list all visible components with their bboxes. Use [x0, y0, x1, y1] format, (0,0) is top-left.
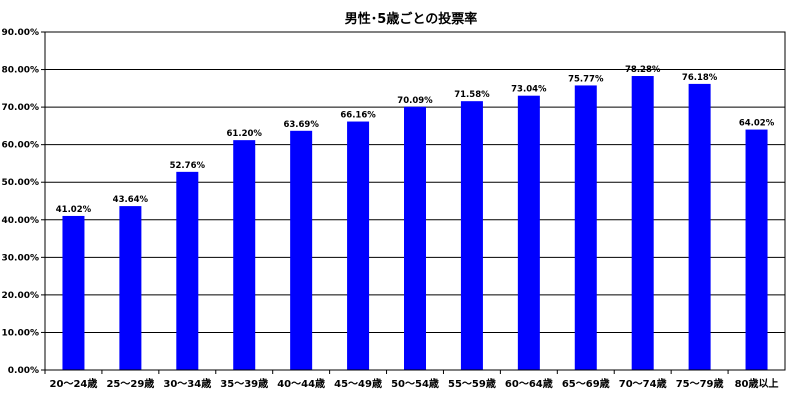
- bar: [574, 85, 597, 370]
- data-labels: 41.02% 43.64% 52.76% 61.20% 63.69% 66.16% 70.0…: [56, 65, 775, 215]
- y-tick-label: 10.00%: [2, 328, 40, 338]
- data-label: 43.64%: [113, 195, 149, 205]
- x-tick-label: 25～29歳: [106, 377, 154, 390]
- x-tick-label: 45～49歳: [334, 377, 382, 390]
- bar: [745, 129, 768, 370]
- data-label: 71.58%: [454, 90, 490, 100]
- plot-area-border: [44, 31, 786, 371]
- x-tick-label: 75～79歳: [676, 377, 724, 390]
- x-tick-label: 20～24歳: [50, 377, 98, 390]
- bar: [347, 121, 370, 371]
- data-label: 66.16%: [340, 111, 376, 121]
- data-label: 61.20%: [227, 129, 263, 139]
- data-label: 75.77%: [568, 74, 604, 84]
- bar: [404, 106, 426, 371]
- x-tick-label: 55～59歳: [448, 377, 496, 390]
- y-tick-label: 80.00%: [2, 66, 40, 76]
- y-tick-label: 20.00%: [2, 291, 40, 301]
- data-label: 76.18%: [682, 73, 718, 83]
- data-label: 78.28%: [625, 65, 661, 75]
- y-tick-label: 0.00%: [8, 366, 39, 376]
- data-label: 73.04%: [511, 85, 547, 95]
- data-label: 52.76%: [170, 161, 206, 171]
- y-axis-ticks: 0.00% 10.00% 20.00% 30.00% 40.00% 50.00% 60.00…: [2, 28, 40, 376]
- x-tick-label: 50～54歳: [391, 377, 439, 390]
- bars: [62, 76, 768, 371]
- data-label: 41.02%: [56, 205, 92, 215]
- x-tick-label: 30～34歳: [163, 377, 211, 390]
- bar: [119, 206, 142, 370]
- y-tick-label: 50.00%: [2, 178, 40, 188]
- y-tick-label: 70.00%: [2, 103, 40, 113]
- bar: [688, 83, 711, 370]
- x-tick-label: 80歳以上: [735, 377, 779, 390]
- bar: [631, 76, 654, 371]
- data-label: 64.02%: [739, 119, 775, 129]
- x-tick-label: 65～69歳: [562, 377, 610, 390]
- y-tick-label: 40.00%: [2, 216, 40, 226]
- y-tick-label: 30.00%: [2, 253, 40, 263]
- bar: [233, 140, 256, 370]
- x-tick-label: 60～64歳: [505, 377, 553, 390]
- x-tick-label: 40～44歳: [277, 377, 325, 390]
- bar: [176, 171, 199, 370]
- data-label: 63.69%: [283, 120, 319, 130]
- y-tick-label: 60.00%: [2, 141, 40, 151]
- y-tick-label: 90.00%: [2, 28, 40, 38]
- x-axis-ticks: 20～24歳 25～29歳 30～34歳 35～39歳 40～44歳 45～49歳 50～5…: [44, 370, 779, 390]
- x-tick-label: 70～74歳: [619, 377, 667, 390]
- data-label: 70.09%: [397, 96, 433, 106]
- bar: [460, 101, 483, 370]
- bar: [62, 215, 85, 370]
- bar: [290, 130, 313, 370]
- x-tick-label: 35～39歳: [220, 377, 268, 390]
- plot-frame: [44, 31, 786, 371]
- bar: [517, 95, 540, 371]
- chart-title: 男性･5歳ごとの投票率: [345, 11, 477, 27]
